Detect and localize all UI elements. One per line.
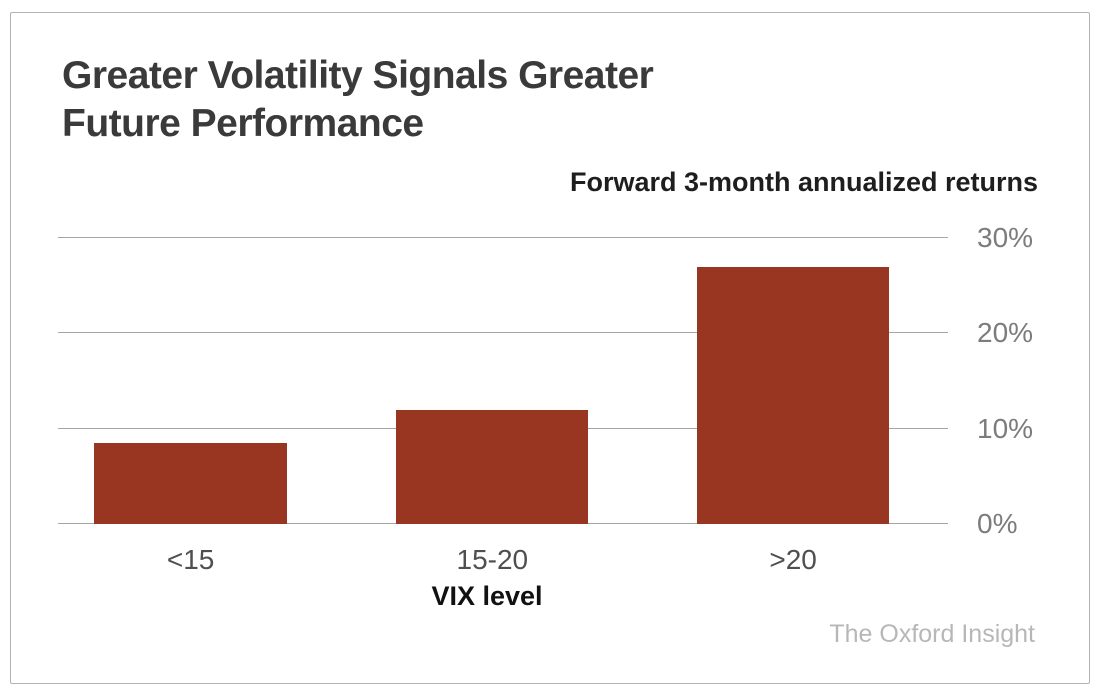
y-tick-label-10%: 10% [977, 412, 1034, 444]
x-axis: <15 15-20 >20 [58, 546, 948, 578]
chart-title: Greater Volatility Signals Greater Futur… [62, 52, 654, 148]
bar-<15 [94, 442, 287, 524]
chart-subtitle: Forward 3-month annualized returns [569, 167, 1038, 197]
x-tick-label-15-20: 15-20 [456, 544, 529, 575]
x-axis-title: VIX level [431, 581, 543, 611]
gridline-20% [58, 332, 948, 334]
x-tick-label->20: >20 [769, 544, 817, 575]
y-tick-label-0%: 0% [977, 508, 1018, 539]
plot-area [58, 237, 948, 524]
y-axis: 0% 10% 20% 30% [977, 224, 1067, 538]
chart-title-line-2: Future Performance [62, 102, 424, 145]
bar->20 [697, 266, 890, 524]
y-tick-label-20%: 20% [977, 317, 1034, 349]
gridline-30% [58, 237, 948, 238]
bar-15-20 [396, 409, 589, 524]
chart-title-line-1: Greater Volatility Signals Greater [62, 54, 654, 97]
x-tick-label-<15: <15 [166, 544, 215, 575]
y-tick-label-30%: 30% [977, 222, 1034, 253]
attribution: The Oxford Insight [829, 620, 1035, 648]
chart-card [10, 12, 1090, 684]
